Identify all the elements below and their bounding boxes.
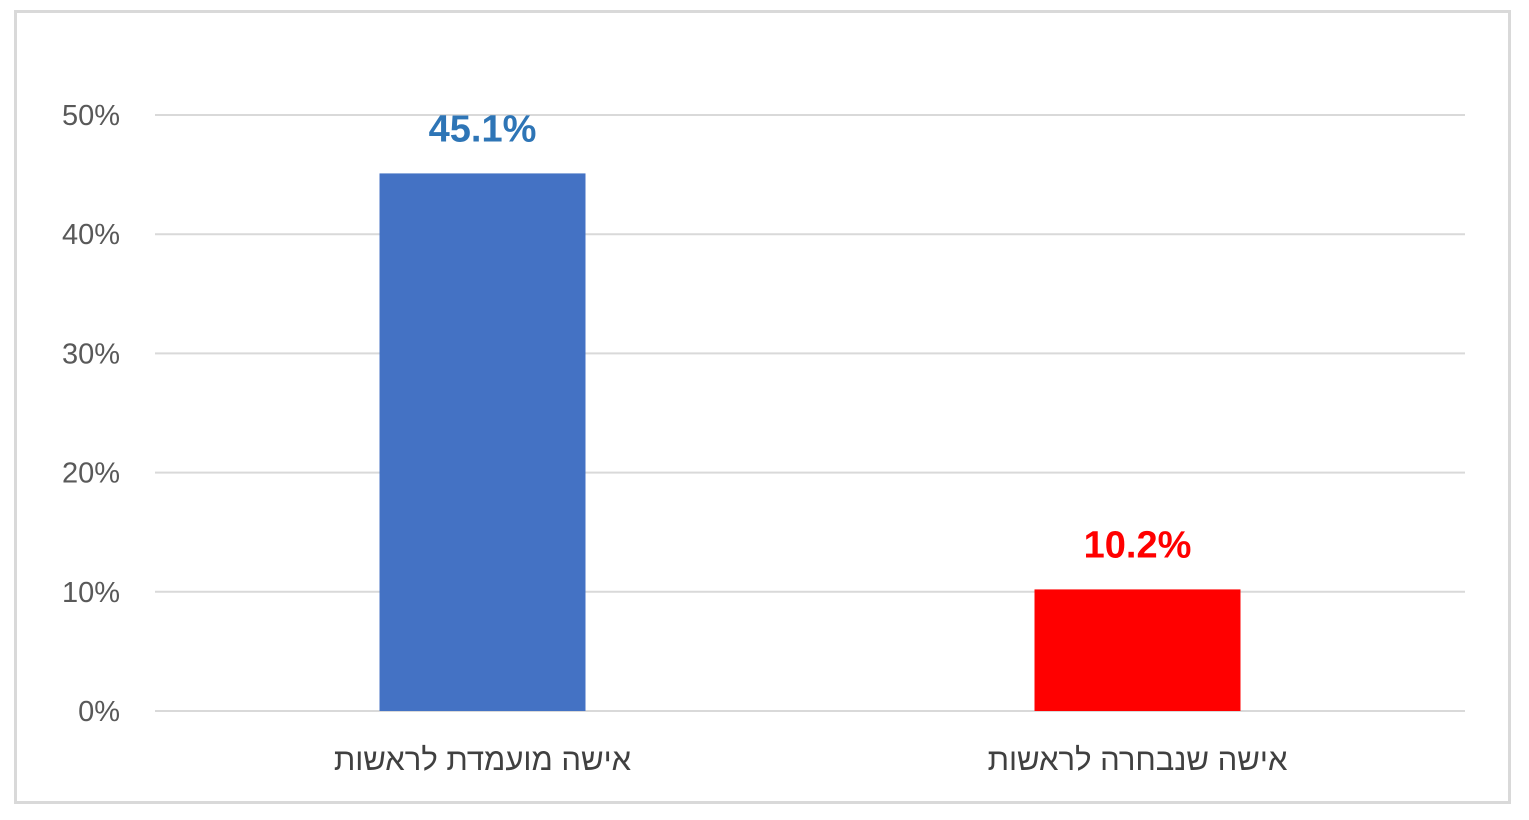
y-tick-label: 40% <box>62 219 120 251</box>
bar <box>379 173 586 711</box>
y-tick-label: 10% <box>62 577 120 609</box>
data-label: 45.1% <box>429 108 537 150</box>
y-tick-label: 20% <box>62 458 120 490</box>
category-label: אישה מועמדת לראשות <box>334 742 632 777</box>
category-labels: אישה מועמדת לראשות אישה שנבחרה לראשות <box>334 742 1288 777</box>
bars <box>379 173 1241 711</box>
bar <box>1034 589 1241 711</box>
category-label: אישה שנבחרה לראשות <box>988 742 1288 777</box>
y-tick-label: 0% <box>78 696 120 728</box>
data-label: 10.2% <box>1084 524 1192 566</box>
y-tick-label: 50% <box>62 100 120 132</box>
y-tick-label: 30% <box>62 338 120 370</box>
gridlines <box>155 114 1465 712</box>
chart-frame <box>14 10 1511 804</box>
data-labels: 45.1% 10.2% <box>429 108 1192 566</box>
y-axis-tick-labels: 0% 10% 20% 30% 40% 50% <box>62 100 120 728</box>
